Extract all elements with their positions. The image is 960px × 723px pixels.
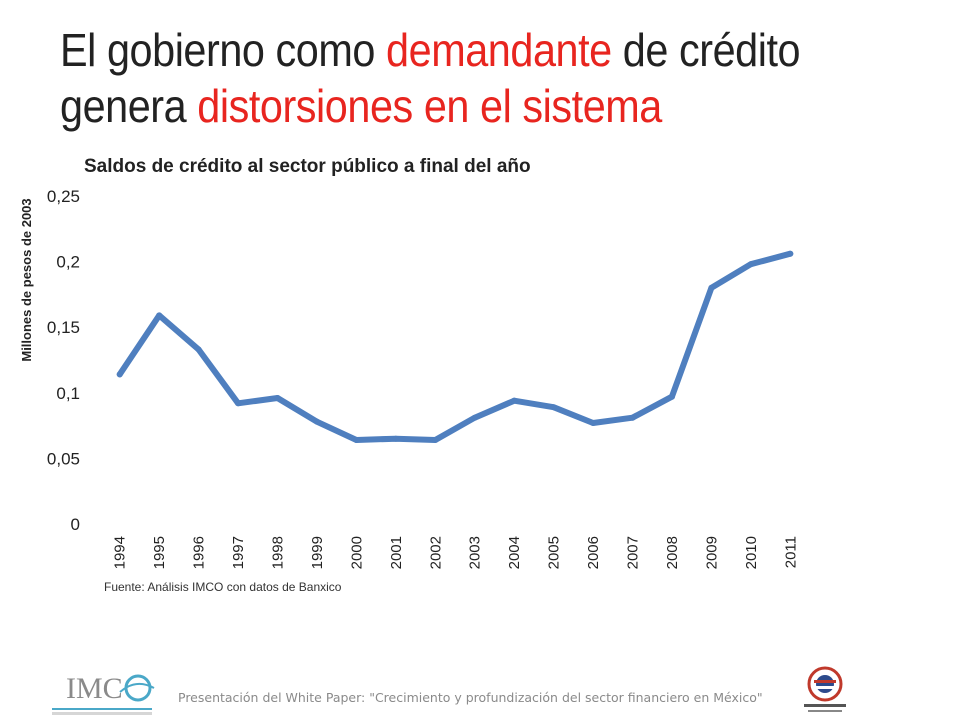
data-point <box>353 437 360 444</box>
data-point <box>471 414 478 421</box>
x-tick-label: 2004 <box>506 536 523 569</box>
data-point <box>156 312 163 319</box>
y-axis-label: Millones de pesos de 2003 <box>19 198 34 361</box>
x-tick-label: 1995 <box>151 536 168 569</box>
data-point <box>313 418 320 425</box>
data-point <box>590 419 597 426</box>
amcham-logo <box>800 664 850 723</box>
x-tick-label: 2000 <box>348 536 365 569</box>
data-point <box>195 346 202 353</box>
chart-title: Saldos de crédito al sector público a fi… <box>84 156 531 177</box>
x-tick-label: 1996 <box>191 536 208 569</box>
x-tick-label: 2008 <box>664 536 681 569</box>
data-point <box>116 371 123 378</box>
data-point <box>392 435 399 442</box>
title-highlight: demandante <box>386 24 612 76</box>
svg-text:IMC: IMC <box>66 672 123 705</box>
x-tick-label: 1994 <box>112 536 129 569</box>
data-point <box>274 395 281 402</box>
x-tick-label: 1998 <box>270 536 287 569</box>
y-tick-label: 0,15 <box>47 318 80 337</box>
data-point <box>235 400 242 407</box>
series-line <box>116 250 794 443</box>
y-tick-label: 0,25 <box>47 187 80 206</box>
x-tick-label: 2003 <box>467 536 484 569</box>
y-tick-label: 0 <box>71 515 80 534</box>
data-point <box>747 261 754 268</box>
y-tick-label: 0,1 <box>56 384 80 403</box>
data-point <box>668 393 675 400</box>
slide-title: El gobierno como demandante de crédito ge… <box>60 22 852 134</box>
amcham-logo-icon <box>804 666 846 712</box>
x-tick-label: 2001 <box>388 536 405 569</box>
y-tick-label: 0,05 <box>47 449 80 468</box>
data-point <box>708 284 715 291</box>
x-tick-label: 1999 <box>309 536 326 569</box>
title-text: El gobierno como <box>60 24 387 76</box>
x-tick-label: 2011 <box>782 536 799 568</box>
data-point <box>629 414 636 421</box>
x-tick-label: 2002 <box>427 536 444 569</box>
x-tick-label: 1997 <box>230 536 247 569</box>
x-tick-label: 2010 <box>743 536 760 569</box>
title-text: genera <box>60 80 198 132</box>
imco-logo-icon: IMC <box>52 672 155 715</box>
data-point <box>550 404 557 411</box>
title-text: de crédito <box>611 24 801 76</box>
y-tick-label: 0,2 <box>56 253 80 272</box>
x-tick-label: 2005 <box>546 536 563 569</box>
data-point <box>511 397 518 404</box>
data-point <box>787 250 794 257</box>
title-highlight: distorsiones en el sistema <box>197 80 662 132</box>
data-point <box>432 437 439 444</box>
x-tick-label: 2006 <box>585 536 602 569</box>
x-tick-label: 2007 <box>625 536 642 569</box>
x-tick-label: 2009 <box>703 536 720 569</box>
imco-logo: IMC <box>50 666 160 723</box>
footer-text: Presentación del White Paper: "Crecimien… <box>178 690 763 705</box>
source-note: Fuente: Análisis IMCO con datos de Banxi… <box>104 580 342 594</box>
